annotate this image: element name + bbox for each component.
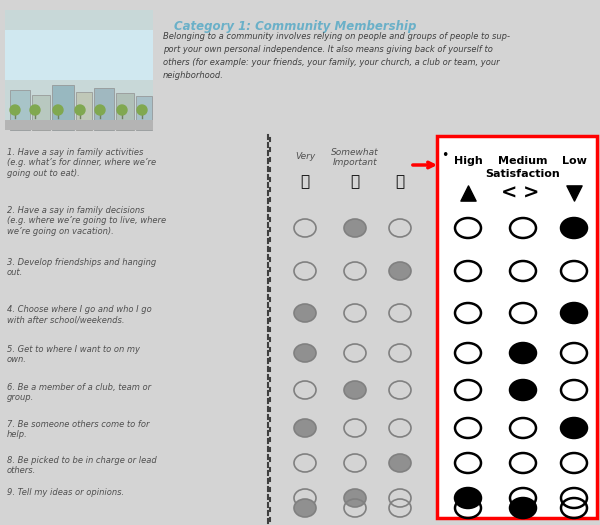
Ellipse shape	[561, 218, 587, 238]
Text: 3. Develop friendships and hanging
out.: 3. Develop friendships and hanging out.	[7, 258, 156, 277]
Ellipse shape	[344, 381, 366, 399]
Text: <: <	[501, 184, 517, 203]
Text: port your own personal independence. It also means giving back of yourself to: port your own personal independence. It …	[163, 45, 493, 54]
Bar	[32, 95, 50, 130]
Text: 2. Have a say in family decisions
(e.g. where we’re going to live, where
we’re g: 2. Have a say in family decisions (e.g. …	[7, 206, 166, 236]
Ellipse shape	[510, 343, 536, 363]
Circle shape	[30, 105, 40, 115]
Ellipse shape	[389, 262, 411, 280]
Text: 7. Be someone others come to for
help.: 7. Be someone others come to for help.	[7, 420, 149, 439]
Text: Low: Low	[562, 156, 586, 166]
Ellipse shape	[294, 344, 316, 362]
Text: ✋: ✋	[350, 174, 359, 190]
Text: 8. Be picked to be in charge or lead
others.: 8. Be picked to be in charge or lead oth…	[7, 456, 157, 476]
Text: neighborhood.: neighborhood.	[163, 71, 224, 80]
Ellipse shape	[344, 489, 366, 507]
Ellipse shape	[561, 303, 587, 323]
Text: others (for example: your friends, your family, your church, a club or team, you: others (for example: your friends, your …	[163, 58, 500, 67]
Text: High: High	[454, 156, 482, 166]
Bar	[5, 30, 153, 80]
Text: 4. Choose where I go and who I go
with after school/weekends.: 4. Choose where I go and who I go with a…	[7, 305, 152, 324]
Ellipse shape	[510, 498, 536, 518]
Text: Satisfaction: Satisfaction	[485, 169, 560, 179]
Text: Belonging to a community involves relying on people and groups of people to sup-: Belonging to a community involves relyin…	[163, 32, 510, 41]
Circle shape	[10, 105, 20, 115]
Polygon shape	[5, 120, 153, 130]
Text: 👍: 👍	[301, 174, 310, 190]
Ellipse shape	[389, 454, 411, 472]
Bar	[94, 88, 114, 130]
Text: Medium: Medium	[498, 156, 548, 166]
Text: Very: Very	[295, 152, 315, 161]
Ellipse shape	[294, 499, 316, 517]
Point	[569, 189, 579, 197]
Circle shape	[137, 105, 147, 115]
Bar	[437, 136, 597, 518]
Bar	[10, 90, 30, 130]
Ellipse shape	[455, 488, 481, 508]
Ellipse shape	[294, 304, 316, 322]
Bar	[116, 93, 134, 130]
Text: 6. Be a member of a club, team or
group.: 6. Be a member of a club, team or group.	[7, 383, 151, 402]
Text: >: >	[523, 184, 539, 203]
Point	[463, 189, 473, 197]
Circle shape	[53, 105, 63, 115]
Ellipse shape	[344, 219, 366, 237]
Ellipse shape	[561, 418, 587, 438]
Bar	[76, 92, 92, 130]
Text: 👎: 👎	[395, 174, 404, 190]
Circle shape	[75, 105, 85, 115]
Text: 5. Get to where I want to on my
own.: 5. Get to where I want to on my own.	[7, 345, 140, 364]
Text: •: •	[442, 149, 449, 162]
Bar	[5, 10, 153, 130]
Text: 9. Tell my ideas or opinions.: 9. Tell my ideas or opinions.	[7, 488, 124, 497]
Ellipse shape	[510, 380, 536, 400]
Text: 1. Have a say in family activities
(e.g. what’s for dinner, where we’re
going ou: 1. Have a say in family activities (e.g.…	[7, 148, 156, 178]
Ellipse shape	[294, 419, 316, 437]
Bar	[52, 85, 74, 130]
Text: Somewhat
Important: Somewhat Important	[331, 148, 379, 167]
Bar	[136, 96, 152, 130]
Circle shape	[95, 105, 105, 115]
Text: Category 1: Community Membership: Category 1: Community Membership	[174, 20, 416, 33]
Circle shape	[117, 105, 127, 115]
